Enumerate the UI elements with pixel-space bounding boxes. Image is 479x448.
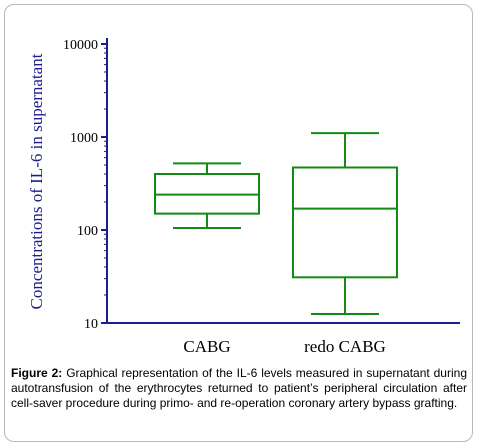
y-tick-label: 100: [77, 224, 98, 239]
box-plot: 10 100 1000 10000 CABG redo CABG Concentrati…: [27, 38, 460, 356]
caption-label: Figure 2:: [11, 366, 63, 380]
caption-text: Graphical representation of the IL-6 lev…: [11, 366, 467, 410]
figure-frame: [4, 4, 473, 442]
y-axis-label: Concentrations of IL-6 in supernatant: [27, 53, 46, 309]
axes: 10 100 1000 10000: [63, 38, 460, 332]
box-cabg: CABG: [154, 162, 260, 356]
iqr-box: [292, 166, 398, 279]
x-category-label: redo CABG: [304, 337, 386, 356]
figure-caption: Figure 2: Graphical representation of th…: [11, 366, 467, 411]
y-tick-label: 1000: [70, 131, 98, 146]
x-category-label: CABG: [183, 337, 230, 356]
boxes: CABG redo CABG: [154, 132, 398, 356]
y-tick-label: 10: [84, 317, 98, 332]
y-tick-label: 10000: [63, 38, 98, 53]
box-redo-cabg: redo CABG: [292, 132, 398, 356]
